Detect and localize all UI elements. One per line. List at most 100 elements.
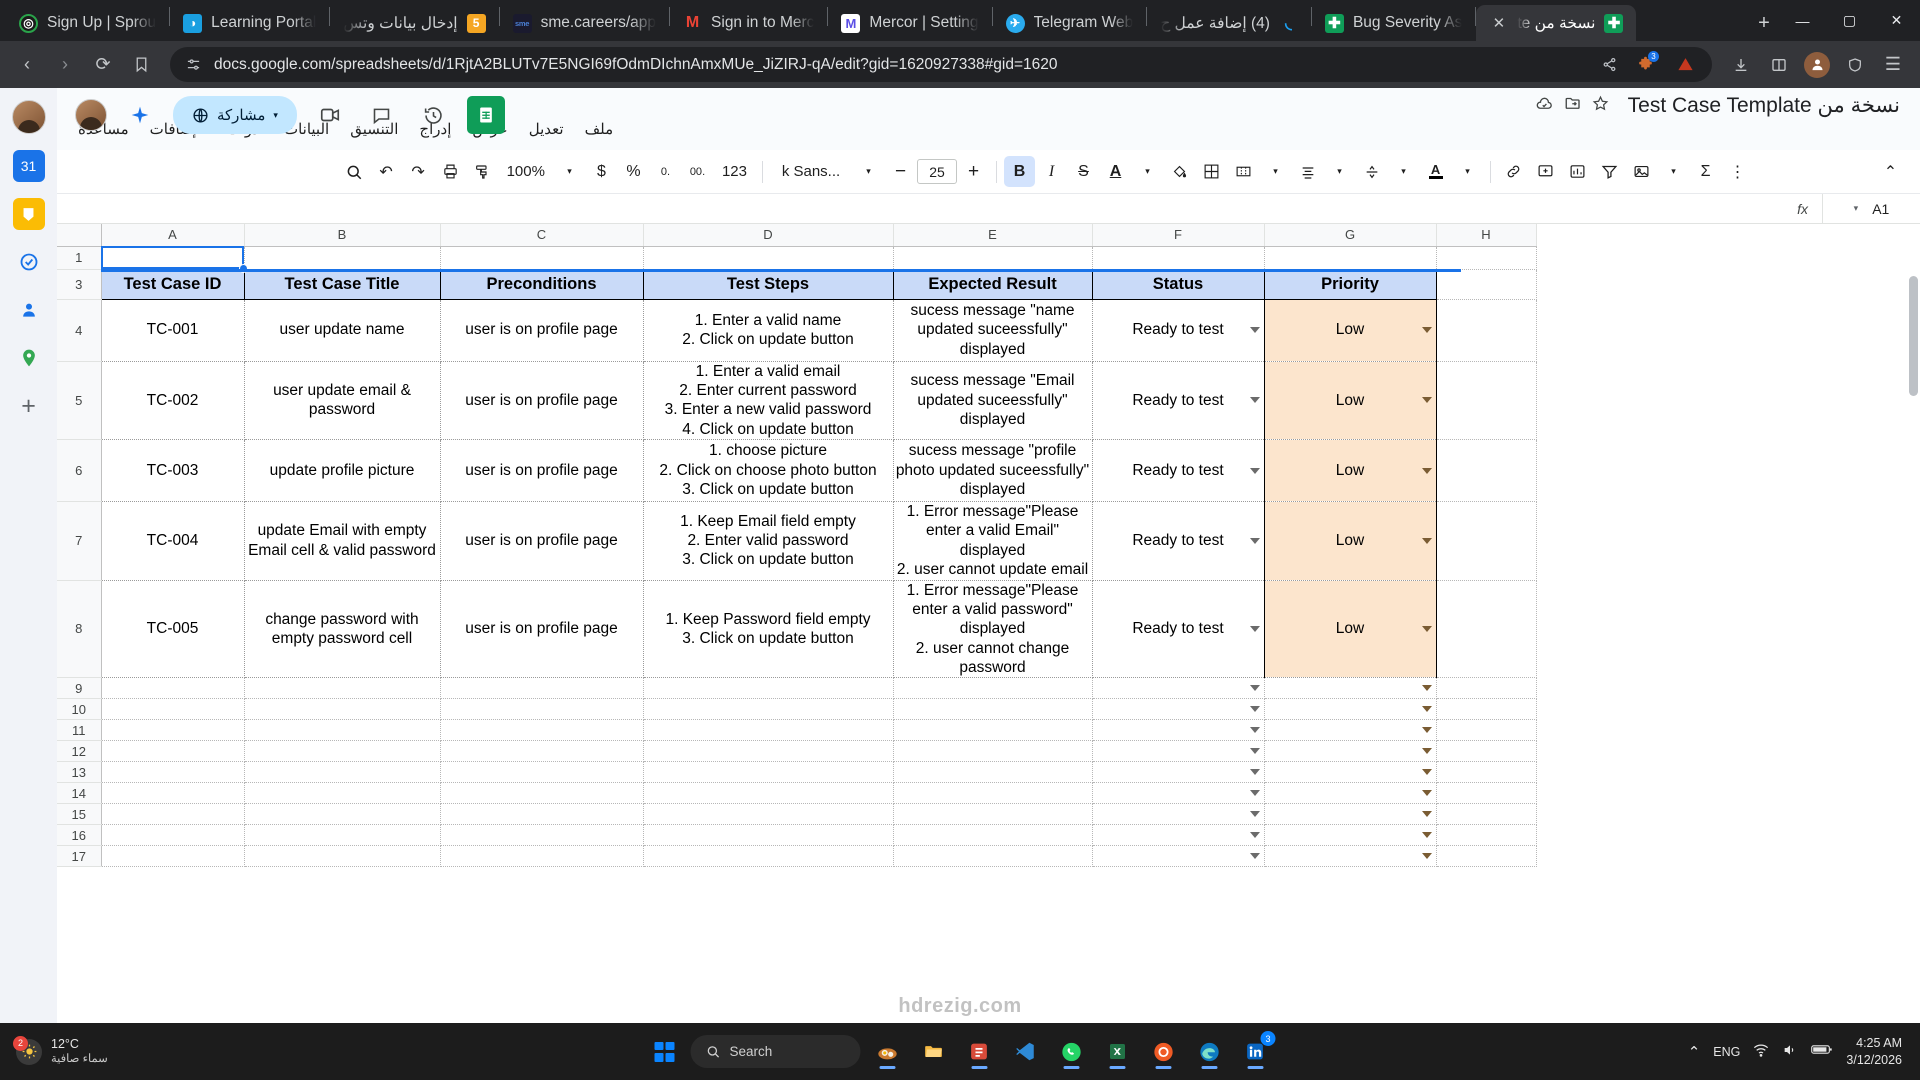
- contacts-icon[interactable]: [13, 294, 45, 326]
- minimize-button[interactable]: —: [1795, 12, 1810, 29]
- grid-cell[interactable]: [643, 719, 894, 742]
- browser-tab-7[interactable]: ◟ (4) إضافة عمل ح: [1147, 5, 1311, 41]
- table-header-cell[interactable]: Priority: [1263, 268, 1437, 300]
- number-format-button[interactable]: 123: [721, 163, 747, 180]
- borders-icon[interactable]: [1196, 156, 1227, 187]
- grid-cell[interactable]: [893, 761, 1093, 784]
- dropdown-arrow-icon[interactable]: [1421, 706, 1432, 713]
- format-percent-icon[interactable]: %: [626, 162, 641, 180]
- grid-cell[interactable]: [440, 803, 644, 826]
- grid-cell[interactable]: 1. choose picture 2. Click on choose phot…: [643, 439, 894, 502]
- grid-cell[interactable]: [1436, 246, 1537, 270]
- grid-cell[interactable]: [244, 824, 441, 847]
- dropdown-arrow-icon[interactable]: [1249, 811, 1260, 818]
- grid-cell[interactable]: [101, 782, 245, 805]
- grid-cell[interactable]: [1092, 740, 1265, 763]
- dropdown-arrow-icon[interactable]: [1249, 625, 1260, 632]
- browser-tab-1[interactable]: ◑ Learning Portal: [170, 5, 329, 41]
- split-screen-icon[interactable]: [1762, 48, 1796, 82]
- grid-cell[interactable]: [1092, 845, 1265, 868]
- weather-widget[interactable]: 2 12°C سماء صافية: [10, 1035, 160, 1067]
- grid-cell[interactable]: Ready to test: [1092, 361, 1265, 440]
- grid-cell[interactable]: [893, 677, 1093, 700]
- dropdown-arrow-icon[interactable]: [1421, 748, 1432, 755]
- grid-cell[interactable]: [1264, 246, 1437, 270]
- grid-cell[interactable]: [1436, 824, 1537, 847]
- dropdown-arrow-icon[interactable]: [1421, 832, 1432, 839]
- postman-icon[interactable]: [1144, 1032, 1183, 1071]
- grid-cell[interactable]: [244, 719, 441, 742]
- grid-cell[interactable]: [1436, 845, 1537, 868]
- grid-cell[interactable]: [1264, 761, 1437, 784]
- grid-cell[interactable]: Low: [1263, 299, 1437, 362]
- merge-cells-icon[interactable]: [1228, 156, 1259, 187]
- browser-tab-9[interactable]: ✚ نسخة من te ✕: [1476, 5, 1637, 41]
- close-window-button[interactable]: ✕: [1890, 12, 1903, 28]
- edge-icon[interactable]: [1190, 1032, 1229, 1071]
- grid-cell[interactable]: [1092, 803, 1265, 826]
- table-header-cell[interactable]: Test Case Title: [243, 268, 441, 300]
- row-header-13[interactable]: 13: [57, 761, 102, 784]
- grid-cell[interactable]: [1264, 677, 1437, 700]
- cloud-saved-icon[interactable]: [1535, 94, 1554, 118]
- grid-cell[interactable]: [1264, 803, 1437, 826]
- grid-cell[interactable]: TC-004: [100, 501, 245, 581]
- grid-cell[interactable]: change password with empty password cell: [244, 580, 441, 679]
- wifi-icon[interactable]: [1753, 1042, 1769, 1062]
- dropdown-arrow-icon[interactable]: [1249, 706, 1260, 713]
- volume-icon[interactable]: [1782, 1042, 1798, 1062]
- dropdown-arrow-icon[interactable]: [1421, 625, 1432, 632]
- print-icon[interactable]: [435, 156, 466, 187]
- grid-cell[interactable]: [244, 246, 441, 270]
- page-title[interactable]: نسخة من Test Case Template: [1627, 94, 1900, 117]
- dropdown-arrow-icon[interactable]: [1249, 397, 1260, 404]
- insert-link-icon[interactable]: [1498, 156, 1529, 187]
- dropdown-arrow-icon[interactable]: [1249, 467, 1260, 474]
- browser-tab-0[interactable]: ◎ Sign Up | Sprou: [6, 5, 169, 41]
- grid-cell[interactable]: [643, 782, 894, 805]
- keep-icon[interactable]: [12, 198, 45, 230]
- grid-cell[interactable]: [643, 845, 894, 868]
- excel-icon[interactable]: [1098, 1032, 1137, 1071]
- row-header-10[interactable]: 10: [57, 698, 102, 721]
- grid-cell[interactable]: 1. Error message"Please enter a valid Em…: [893, 501, 1093, 581]
- grid-cell[interactable]: TC-001: [100, 299, 245, 362]
- reload-icon[interactable]: ⟳: [95, 54, 111, 74]
- fill-chevron-icon[interactable]: ▾: [1145, 166, 1150, 176]
- grid-cell[interactable]: [101, 740, 245, 763]
- browser-tab-2[interactable]: 5 إدخال بيانات وتس: [330, 5, 498, 41]
- grid-cell[interactable]: [1264, 845, 1437, 868]
- user-avatar[interactable]: [11, 100, 46, 134]
- file-explorer-icon[interactable]: [914, 1032, 953, 1071]
- grid-cell[interactable]: [893, 782, 1093, 805]
- grid-cell[interactable]: 1. Error message"Please enter a valid pa…: [893, 580, 1093, 679]
- spreadsheet-grid[interactable]: A B C D E F G H 1 3 Test Case ID Test Case Title Pre…: [57, 224, 1920, 1039]
- grid-cell[interactable]: user update email & password: [244, 361, 441, 440]
- grid-cell[interactable]: [1264, 698, 1437, 721]
- add-app-icon[interactable]: +: [21, 391, 36, 420]
- new-tab-button[interactable]: +: [1758, 11, 1770, 34]
- grid-cell[interactable]: Low: [1263, 501, 1437, 581]
- browser-tab-8[interactable]: ✚ Bug Severity As: [1312, 5, 1475, 41]
- whatsapp-icon[interactable]: [1052, 1032, 1091, 1071]
- dropdown-arrow-icon[interactable]: [1249, 727, 1260, 734]
- grid-cell[interactable]: [1436, 719, 1537, 742]
- grid-cell[interactable]: [440, 824, 644, 847]
- row-header-6[interactable]: 6: [57, 439, 102, 502]
- browser-tab-3[interactable]: sme sme.careers/app: [500, 5, 669, 41]
- select-all-corner[interactable]: [57, 224, 102, 247]
- dropdown-arrow-icon[interactable]: [1249, 832, 1260, 839]
- start-button[interactable]: [646, 1033, 684, 1071]
- tab-close-icon[interactable]: ✕: [1492, 15, 1506, 32]
- grid-cell[interactable]: 1. Keep Password field empty 3. Click on …: [643, 580, 894, 679]
- grid-cell[interactable]: [244, 761, 441, 784]
- move-to-folder-icon[interactable]: [1564, 94, 1582, 117]
- app-food-icon[interactable]: [868, 1032, 907, 1071]
- grid-cell[interactable]: [893, 246, 1093, 270]
- insert-comment-icon[interactable]: [1530, 156, 1561, 187]
- valign-chevron-icon[interactable]: ▾: [1337, 166, 1342, 176]
- grid-cell[interactable]: [893, 740, 1093, 763]
- menu-item-0[interactable]: ملف: [584, 121, 614, 138]
- menu-item-1[interactable]: تعديل: [528, 121, 564, 138]
- vertical-scroll-thumb[interactable]: [1909, 276, 1918, 396]
